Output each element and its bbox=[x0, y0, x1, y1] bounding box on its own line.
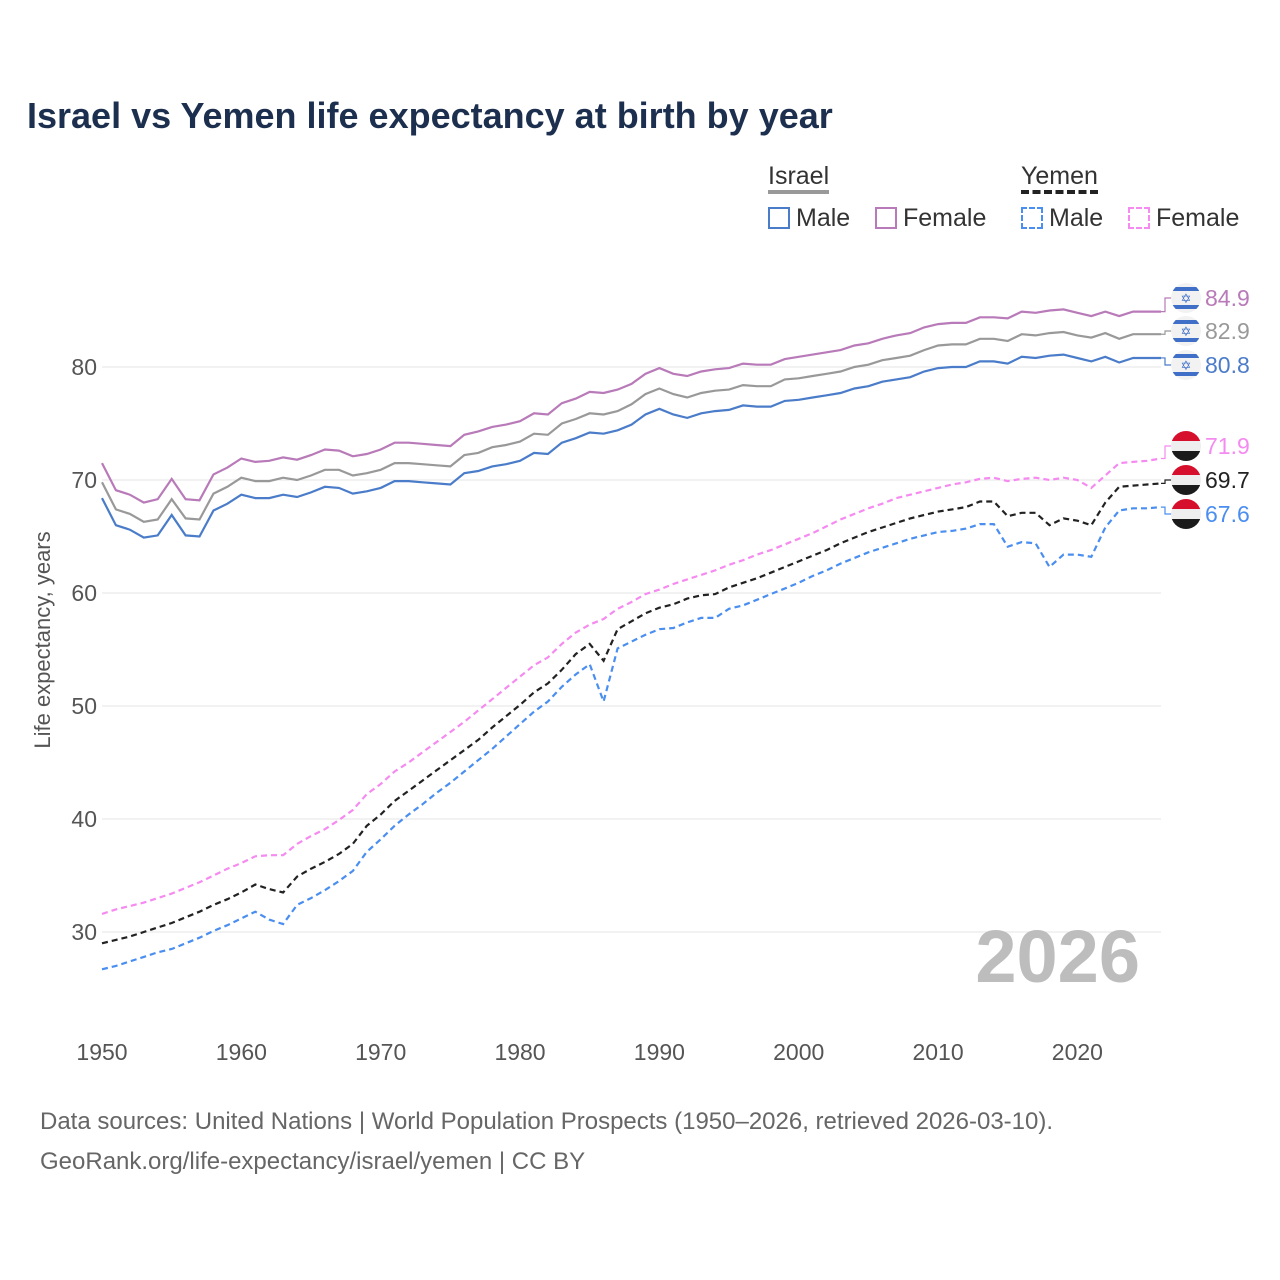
end-value-label: 84.9 bbox=[1205, 285, 1250, 311]
x-tick-label: 1990 bbox=[634, 1039, 685, 1065]
flag-stripe bbox=[1171, 287, 1201, 291]
label-connector bbox=[1161, 357, 1173, 366]
series-line-yemen-female bbox=[101, 457, 1162, 915]
end-value-label: 67.6 bbox=[1205, 501, 1250, 527]
israel-flag-icon: ✡ bbox=[1171, 350, 1201, 380]
series-line-israel-male bbox=[101, 353, 1161, 539]
flag-stripe bbox=[1171, 509, 1201, 519]
series-line-yemen-male bbox=[101, 506, 1162, 971]
label-connector bbox=[1161, 330, 1173, 335]
y-tick-label: 30 bbox=[71, 919, 97, 945]
israel-flag-icon: ✡ bbox=[1171, 283, 1201, 313]
star-of-david-icon: ✡ bbox=[1181, 324, 1192, 339]
flag-stripe bbox=[1171, 451, 1201, 461]
flag-stripe bbox=[1171, 320, 1201, 324]
legend-swatch-icon bbox=[1128, 207, 1150, 229]
source-link[interactable]: GeoRank.org/life-expectancy/israel/yemen… bbox=[40, 1148, 586, 1175]
end-value-label: 82.9 bbox=[1205, 318, 1250, 344]
star-of-david-icon: ✡ bbox=[1181, 358, 1192, 373]
legend-yemen-male[interactable]: Male bbox=[1021, 204, 1103, 233]
legend-swatch-icon bbox=[875, 207, 897, 229]
legend-label: Female bbox=[1156, 204, 1240, 232]
y-tick-label: 50 bbox=[71, 693, 97, 719]
flag-stripe bbox=[1171, 338, 1201, 342]
x-tick-label: 2000 bbox=[773, 1039, 824, 1065]
series-line-israel-total bbox=[101, 330, 1161, 523]
flag-stripe bbox=[1171, 475, 1201, 485]
label-connector bbox=[1161, 506, 1173, 515]
flag-stripe bbox=[1171, 372, 1201, 376]
label-connector bbox=[1161, 445, 1173, 460]
flag-stripe bbox=[1171, 499, 1201, 509]
x-tick-label: 2010 bbox=[912, 1039, 963, 1065]
yemen-flag-icon bbox=[1171, 499, 1201, 529]
legend-group-israel: Israel bbox=[768, 162, 830, 194]
year-watermark: 2026 bbox=[975, 915, 1140, 998]
legend-group-label: Yemen bbox=[1021, 162, 1098, 194]
legend-israel-female[interactable]: Female bbox=[875, 204, 986, 233]
legend-group-label: Israel bbox=[768, 162, 830, 194]
legend-swatch-icon bbox=[768, 207, 790, 229]
flag-stripe bbox=[1171, 485, 1201, 495]
flag-stripe bbox=[1171, 441, 1201, 451]
yemen-flag-icon bbox=[1171, 431, 1201, 461]
y-tick-label: 60 bbox=[71, 580, 97, 606]
series-line-yemen-total bbox=[101, 482, 1162, 945]
legend-group-yemen: Yemen bbox=[1021, 162, 1098, 194]
end-value-label: 80.8 bbox=[1205, 352, 1250, 378]
end-value-label: 69.7 bbox=[1205, 467, 1250, 493]
flag-stripe bbox=[1171, 305, 1201, 309]
x-tick-label: 1950 bbox=[76, 1039, 127, 1065]
star-of-david-icon: ✡ bbox=[1181, 291, 1192, 306]
x-tick-label: 2020 bbox=[1052, 1039, 1103, 1065]
flag-stripe bbox=[1171, 465, 1201, 475]
legend-label: Male bbox=[796, 204, 851, 232]
yemen-flag-icon bbox=[1171, 465, 1201, 495]
x-tick-label: 1970 bbox=[355, 1039, 406, 1065]
chart-title: Israel vs Yemen life expectancy at birth… bbox=[27, 95, 833, 136]
x-tick-label: 1980 bbox=[494, 1039, 545, 1065]
y-tick-label: 40 bbox=[71, 806, 97, 832]
flag-stripe bbox=[1171, 519, 1201, 529]
legend-label: Male bbox=[1049, 204, 1104, 232]
israel-flag-icon: ✡ bbox=[1171, 316, 1201, 346]
series-line-israel-female bbox=[101, 308, 1161, 504]
y-axis-label: Life expectancy, years bbox=[30, 531, 55, 748]
y-tick-label: 80 bbox=[71, 354, 97, 380]
label-connector bbox=[1161, 479, 1173, 484]
legend-israel-male[interactable]: Male bbox=[768, 204, 850, 233]
y-tick-label: 70 bbox=[71, 467, 97, 493]
legend-label: Female bbox=[903, 204, 987, 232]
flag-stripe bbox=[1171, 354, 1201, 358]
legend-swatch-icon bbox=[1021, 207, 1043, 229]
label-connector bbox=[1161, 297, 1173, 313]
legend-yemen-female[interactable]: Female bbox=[1128, 204, 1239, 233]
x-tick-label: 1960 bbox=[216, 1039, 267, 1065]
end-value-label: 71.9 bbox=[1205, 433, 1250, 459]
flag-stripe bbox=[1171, 431, 1201, 441]
source-note: Data sources: United Nations | World Pop… bbox=[40, 1108, 1054, 1135]
